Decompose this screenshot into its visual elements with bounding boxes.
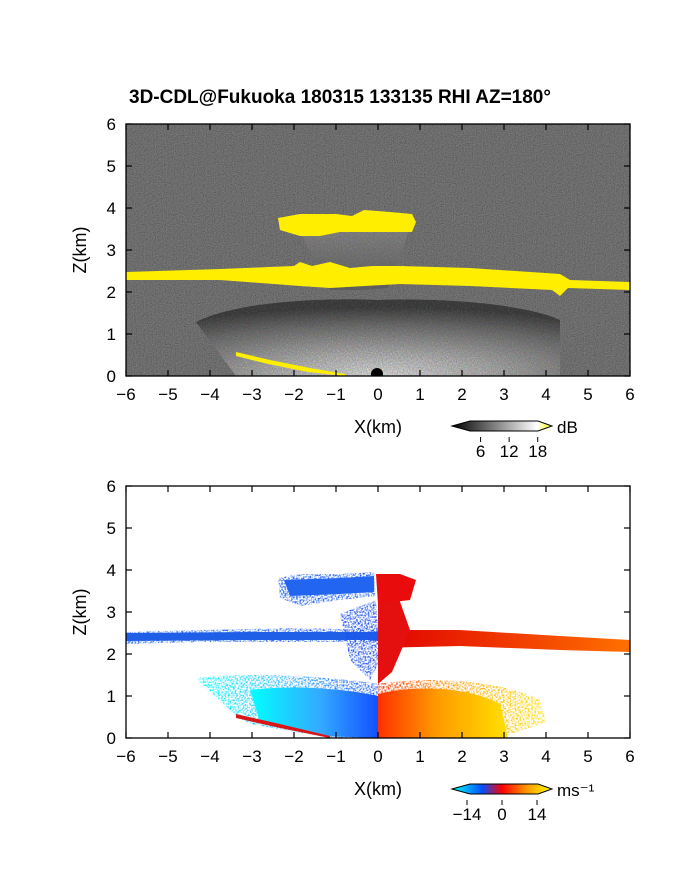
y-tick-label: 2 [107,645,116,664]
reflectivity-colorbar-unit: dB [557,418,578,437]
strong-echo-cap [278,210,416,236]
reflectivity-plot-area [126,124,630,376]
velocity-plot-area [126,486,630,738]
ground-clutter-line [236,352,345,376]
y-tick-label: 4 [107,561,116,580]
radar-site [371,368,383,376]
y-tick-label: 0 [107,729,116,748]
y-tick-label: 5 [107,157,116,176]
x-axis-label: X(km) [354,417,402,437]
negative-cap-solid [284,576,374,596]
x-tick-label: 4 [541,747,550,766]
reflectivity-axes: −6 −5 −4 −3 −2 −1 0 1 2 3 4 5 6 0 1 2 3 4 5 6 X(km) Z(km) [70,115,635,437]
velocity-colorbar-ticks: −14 0 14 [453,800,547,824]
positive-column [378,596,410,684]
strong-echo-layer [126,262,630,296]
x-tick-label: 4 [541,385,550,404]
colorbar-tick-label: 6 [476,442,485,461]
colorbar-tick-label: 18 [528,442,547,461]
x-tick-label: 0 [373,385,382,404]
y-tick-label: 5 [107,519,116,538]
reflectivity-colorbar-bar [450,420,554,432]
x-tick-label: −3 [242,385,261,404]
x-tick-label: 1 [415,385,424,404]
colorbar-tick-label: 0 [497,805,506,824]
x-tick-label: −1 [326,385,345,404]
x-tick-label: 0 [373,747,382,766]
near-surface-streak [236,714,330,738]
y-axis-label: Z(km) [70,589,90,636]
y-tick-label: 1 [107,325,116,344]
x-axis-label: X(km) [354,779,402,799]
y-tick-label: 6 [107,115,116,134]
velocity-colorbar-unit: ms⁻¹ [557,781,595,800]
positive-velocity-core [378,688,508,738]
x-tick-label: −2 [284,385,303,404]
reflectivity-colorbar: dB 6 12 18 [450,418,578,461]
x-tick-label: −4 [200,385,219,404]
velocity-colorbar-bar [450,783,554,795]
y-tick-label: 4 [107,199,116,218]
velocity-axes: −6 −5 −4 −3 −2 −1 0 1 2 3 4 5 6 0 1 2 3 4 5 6 X(km) Z(km) [70,477,635,799]
x-tick-label: 1 [415,747,424,766]
x-tick-label: 2 [457,385,466,404]
y-tick-label: 2 [107,283,116,302]
low-level-echo [196,299,560,376]
velocity-colorbar: ms⁻¹ −14 0 14 [450,781,595,824]
x-tick-label: −2 [284,747,303,766]
x-tick-label: −1 [326,747,345,766]
x-tick-label: −6 [116,747,135,766]
x-tick-label: 5 [583,747,592,766]
chart-title: 3D-CDL@Fukuoka 180315 133135 RHI AZ=180° [129,87,551,108]
colorbar-tick-label: 14 [528,805,547,824]
y-tick-label: 3 [107,603,116,622]
reflectivity-colorbar-ticks: 6 12 18 [476,437,547,461]
negative-column [340,600,380,680]
colorbar-tick-label: 12 [500,442,519,461]
y-tick-label: 6 [107,477,116,496]
x-tick-label: −5 [158,385,177,404]
x-tick-label: −6 [116,385,135,404]
positive-cap [376,574,416,604]
y-tick-label: 0 [107,367,116,386]
x-tick-label: 3 [499,747,508,766]
y-axis-label: Z(km) [70,227,90,274]
x-tick-label: 3 [499,385,508,404]
y-tick-label: 1 [107,687,116,706]
x-tick-label: 2 [457,747,466,766]
x-tick-label: 5 [583,385,592,404]
x-tick-label: −3 [242,747,261,766]
x-tick-label: −5 [158,747,177,766]
colorbar-tick-label: −14 [453,805,482,824]
x-tick-label: 6 [625,385,634,404]
x-tick-label: −4 [200,747,219,766]
y-tick-label: 3 [107,241,116,260]
x-tick-label: 6 [625,747,634,766]
negative-layer-solid [126,632,378,641]
positive-layer [378,630,630,652]
